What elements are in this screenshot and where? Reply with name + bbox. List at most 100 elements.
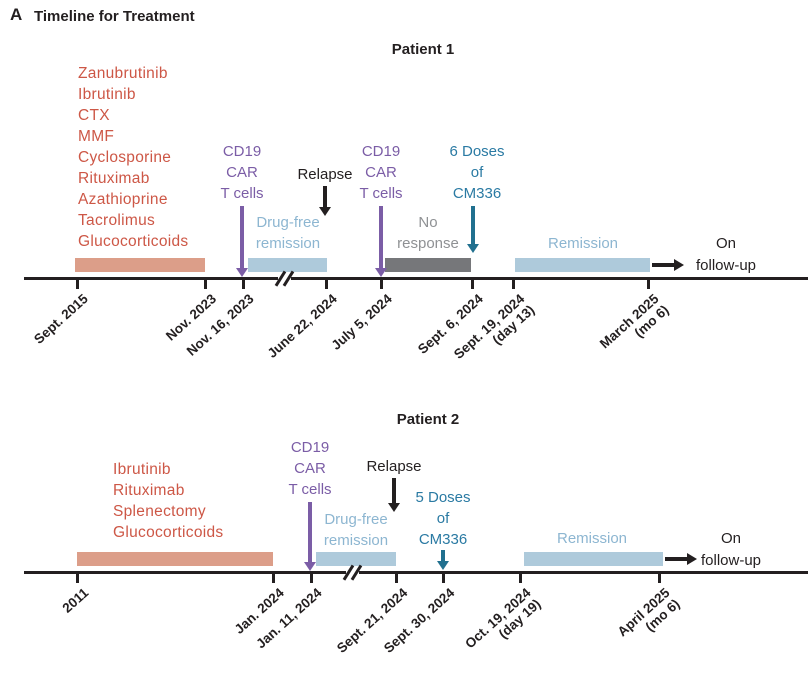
axis-break-cover bbox=[346, 570, 359, 576]
timeline-bar bbox=[515, 258, 650, 272]
event-arrow-head bbox=[319, 207, 331, 216]
axis-tick bbox=[76, 279, 79, 289]
prior-treatment-item: Zanubrutinib bbox=[78, 65, 168, 82]
event-arrow-head bbox=[467, 244, 479, 253]
relapse-label: Relapse bbox=[366, 456, 421, 477]
label-line: Drug-free bbox=[256, 214, 320, 231]
label-line: T cells bbox=[288, 481, 332, 498]
follow-up-arrow-shaft bbox=[665, 557, 688, 561]
axis-tick bbox=[658, 573, 661, 583]
event-arrow-shaft bbox=[323, 186, 327, 208]
cm336-doses-label: 6 Doses of CM336 bbox=[449, 141, 504, 204]
label-line: 5 Doses bbox=[415, 489, 471, 506]
axis-tick bbox=[272, 573, 275, 583]
axis-tick bbox=[442, 573, 445, 583]
axis-tick bbox=[76, 573, 79, 583]
follow-up-arrow-head bbox=[674, 259, 684, 271]
label-line: 6 Doses bbox=[449, 143, 505, 160]
prior-treatment-item: Tacrolimus bbox=[78, 212, 156, 229]
axis-date-label: March 2025 (mo 6) bbox=[597, 291, 672, 363]
car-t-label: CD19 CAR T cells bbox=[288, 437, 331, 500]
event-arrow-shaft bbox=[471, 206, 475, 245]
label-line: Remission bbox=[547, 235, 619, 252]
label-line: remission bbox=[323, 532, 389, 549]
axis-break-cover bbox=[278, 276, 291, 282]
label-line: Relapse bbox=[297, 166, 353, 183]
prior-treatment-item: Azathioprine bbox=[78, 191, 168, 208]
label-line: CM336 bbox=[452, 185, 502, 202]
label-line: Drug-free bbox=[324, 511, 388, 528]
label-line: No bbox=[418, 214, 438, 231]
axis-date-label: June 22, 2024 bbox=[265, 291, 340, 361]
axis-date-line: 2011 bbox=[59, 585, 92, 616]
prior-treatment-list: Zanubrutinib Ibrutinib CTX MMF Cyclosporine R… bbox=[78, 63, 188, 252]
prior-treatment-item: Rituximab bbox=[113, 482, 185, 499]
axis-date-line: Sept. 2015 bbox=[31, 291, 92, 347]
timeline-bar bbox=[77, 552, 273, 566]
label-line: On bbox=[720, 530, 741, 547]
label-line: T cells bbox=[359, 185, 403, 202]
axis-date-label: Nov. 16, 2023 bbox=[184, 291, 257, 359]
axis-tick bbox=[512, 279, 515, 289]
label-line: CAR bbox=[226, 164, 258, 181]
event-arrow-head bbox=[437, 561, 449, 570]
axis-date-line: Nov. 16, 2023 bbox=[184, 291, 258, 359]
panel-label: A bbox=[10, 5, 23, 24]
label-line: follow-up bbox=[695, 257, 757, 274]
axis-tick bbox=[242, 279, 245, 289]
follow-up-arrow-head bbox=[687, 553, 697, 565]
prior-treatment-item: Ibrutinib bbox=[113, 461, 171, 478]
event-arrow-head bbox=[236, 268, 248, 277]
axis-date-label: Oct. 19, 2024 (day 19) bbox=[463, 585, 544, 663]
axis-tick bbox=[380, 279, 383, 289]
label-line: T cells bbox=[220, 185, 264, 202]
prior-treatment-item: Glucocorticoids bbox=[78, 233, 189, 250]
axis-tick bbox=[519, 573, 522, 583]
axis-date-line: June 22, 2024 bbox=[264, 291, 341, 361]
prior-treatment-item: Splenectomy bbox=[113, 503, 206, 520]
label-line: remission bbox=[255, 235, 321, 252]
label-line: Remission bbox=[556, 530, 628, 547]
label-line: On bbox=[715, 235, 736, 252]
axis-tick bbox=[647, 279, 650, 289]
event-arrow-shaft bbox=[392, 478, 396, 504]
event-arrow-head bbox=[388, 503, 400, 512]
patient-title: Patient 1 bbox=[391, 41, 455, 58]
event-arrow-shaft bbox=[379, 206, 383, 269]
car-t-label-2: CD19 CAR T cells bbox=[359, 141, 402, 204]
on-follow-up-label: On follow-up bbox=[696, 233, 756, 277]
follow-up-arrow-shaft bbox=[652, 263, 675, 267]
axis-tick bbox=[471, 279, 474, 289]
event-arrow-shaft bbox=[441, 550, 445, 562]
label-line: of bbox=[436, 510, 450, 527]
remission-label: Remission bbox=[557, 528, 627, 549]
event-arrow-head bbox=[304, 562, 316, 571]
prior-treatment-item: Rituximab bbox=[78, 170, 150, 187]
remission-label: Remission bbox=[548, 233, 618, 254]
label-line: CAR bbox=[294, 460, 326, 477]
drug-free-remission-label: Drug-free remission bbox=[324, 509, 388, 551]
relapse-label: Relapse bbox=[297, 164, 352, 185]
label-line: CD19 bbox=[361, 143, 401, 160]
timeline-bar bbox=[75, 258, 205, 272]
figure-title: Timeline for Treatment bbox=[34, 8, 195, 25]
label-line: Relapse bbox=[366, 458, 422, 475]
patient-title: Patient 2 bbox=[396, 411, 460, 428]
cm336-doses-label: 5 Doses of CM336 bbox=[415, 487, 470, 550]
event-arrow-shaft bbox=[308, 502, 312, 563]
no-response-label: No response bbox=[397, 212, 459, 254]
axis-tick bbox=[395, 573, 398, 583]
label-line: response bbox=[397, 235, 459, 252]
timeline-axis bbox=[24, 277, 808, 280]
axis-tick bbox=[204, 279, 207, 289]
label-line: of bbox=[470, 164, 484, 181]
car-t-label-1: CD19 CAR T cells bbox=[220, 141, 263, 204]
prior-treatment-item: CTX bbox=[78, 107, 110, 124]
label-line: CM336 bbox=[418, 531, 468, 548]
timeline-bar bbox=[316, 552, 396, 566]
axis-date-label: 2011 bbox=[59, 585, 91, 616]
prior-treatment-item: MMF bbox=[78, 128, 115, 145]
prior-treatment-item: Glucocorticoids bbox=[113, 524, 224, 541]
